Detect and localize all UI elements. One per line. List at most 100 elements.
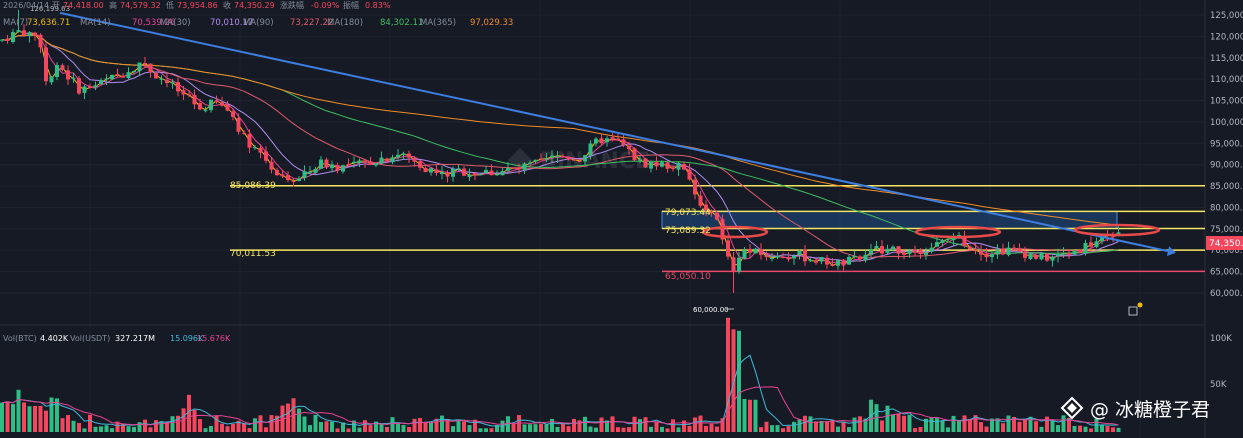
candle[interactable] <box>412 157 417 162</box>
volume-bar[interactable] <box>302 416 307 432</box>
volume-bar[interactable] <box>440 415 444 432</box>
volume-bar[interactable] <box>368 425 373 432</box>
candle[interactable] <box>445 172 450 177</box>
candle[interactable] <box>951 236 956 241</box>
candle[interactable] <box>192 94 197 105</box>
candle[interactable] <box>407 153 411 158</box>
candle[interactable] <box>258 147 263 153</box>
volume-bar[interactable] <box>720 418 725 432</box>
candle[interactable] <box>819 256 824 262</box>
candle[interactable] <box>440 172 444 175</box>
volume-bar[interactable] <box>335 428 340 432</box>
candle[interactable] <box>687 169 692 180</box>
candle[interactable] <box>154 73 158 79</box>
candle[interactable] <box>1061 253 1066 255</box>
candle[interactable] <box>847 256 851 265</box>
volume-bar[interactable] <box>418 417 422 432</box>
volume-bar[interactable] <box>22 402 26 432</box>
candle[interactable] <box>649 161 653 169</box>
volume-bar[interactable] <box>225 426 230 432</box>
volume-bar[interactable] <box>946 427 950 432</box>
volume-bar[interactable] <box>456 419 461 432</box>
candle[interactable] <box>808 259 813 262</box>
candle[interactable] <box>313 169 318 173</box>
volume-bar[interactable] <box>759 427 763 432</box>
volume-bar[interactable] <box>264 427 268 432</box>
candle[interactable] <box>291 181 296 183</box>
volume-bar[interactable] <box>352 420 356 432</box>
volume-bar[interactable] <box>561 423 565 432</box>
candle[interactable] <box>209 99 213 111</box>
candle[interactable] <box>478 174 483 176</box>
candle[interactable] <box>368 161 373 165</box>
volume-bar[interactable] <box>517 415 521 432</box>
volume-bar[interactable] <box>165 421 169 432</box>
volume-bar[interactable] <box>324 421 329 432</box>
volume-bar[interactable] <box>313 414 318 432</box>
candle[interactable] <box>896 246 901 254</box>
candle[interactable] <box>396 154 400 158</box>
candle[interactable] <box>0 39 4 41</box>
candle[interactable] <box>1045 253 1049 261</box>
volume-bar[interactable] <box>203 428 208 432</box>
volume-bar[interactable] <box>275 415 279 432</box>
volume-bar[interactable] <box>1111 427 1115 432</box>
candle[interactable] <box>511 167 516 169</box>
volume-bar[interactable] <box>522 424 527 432</box>
volume-bar[interactable] <box>550 418 554 432</box>
volume-bar[interactable] <box>896 413 901 432</box>
volume-bar[interactable] <box>621 427 626 432</box>
volume-bar[interactable] <box>847 427 851 432</box>
volume-bar[interactable] <box>242 423 246 432</box>
volume-bar[interactable] <box>99 426 103 432</box>
candle[interactable] <box>517 167 521 170</box>
candle[interactable] <box>825 257 829 265</box>
volume-bar[interactable] <box>71 420 76 432</box>
candle[interactable] <box>544 158 549 160</box>
volume-bar[interactable] <box>462 421 466 432</box>
volume-bar[interactable] <box>583 416 587 432</box>
candle[interactable] <box>148 63 153 73</box>
volume-bar[interactable] <box>1023 418 1027 432</box>
volume-bar[interactable] <box>880 420 884 432</box>
candle[interactable] <box>594 138 598 144</box>
volume-bar[interactable] <box>341 422 345 432</box>
descending-trendline[interactable] <box>59 11 1169 253</box>
candle[interactable] <box>753 248 758 254</box>
volume-bar[interactable] <box>599 417 604 432</box>
candle[interactable] <box>121 76 125 78</box>
volume-bar[interactable] <box>990 418 994 432</box>
volume-bar[interactable] <box>577 420 582 432</box>
volume-bar[interactable] <box>478 428 483 432</box>
candle[interactable] <box>715 212 719 220</box>
volume-bar[interactable] <box>968 419 972 432</box>
candle[interactable] <box>242 132 246 134</box>
volume-bar[interactable] <box>484 428 488 432</box>
candle[interactable] <box>610 137 615 140</box>
candle[interactable] <box>1089 242 1093 247</box>
volume-bar[interactable] <box>132 427 136 432</box>
volume-bar[interactable] <box>786 426 791 432</box>
candle[interactable] <box>1072 250 1077 255</box>
candle[interactable] <box>60 65 65 70</box>
candle[interactable] <box>665 162 670 169</box>
volume-bar[interactable] <box>572 418 576 432</box>
volume-bar[interactable] <box>159 421 164 432</box>
candle[interactable] <box>841 259 846 266</box>
volume-bar[interactable] <box>49 397 54 432</box>
volume-bar[interactable] <box>1034 421 1038 432</box>
volume-bar[interactable] <box>555 426 560 432</box>
candle[interactable] <box>902 252 906 255</box>
volume-bar[interactable] <box>808 416 813 432</box>
volume-bar[interactable] <box>236 420 241 432</box>
candle[interactable] <box>731 257 736 273</box>
candle[interactable] <box>418 161 422 168</box>
candle[interactable] <box>16 30 21 33</box>
candle[interactable] <box>66 70 70 80</box>
candle[interactable] <box>1078 249 1082 253</box>
candle[interactable] <box>170 82 175 84</box>
volume-bar[interactable] <box>940 421 945 432</box>
volume-bar[interactable] <box>16 389 21 432</box>
volume-bar[interactable] <box>764 421 769 432</box>
candle[interactable] <box>495 174 499 176</box>
